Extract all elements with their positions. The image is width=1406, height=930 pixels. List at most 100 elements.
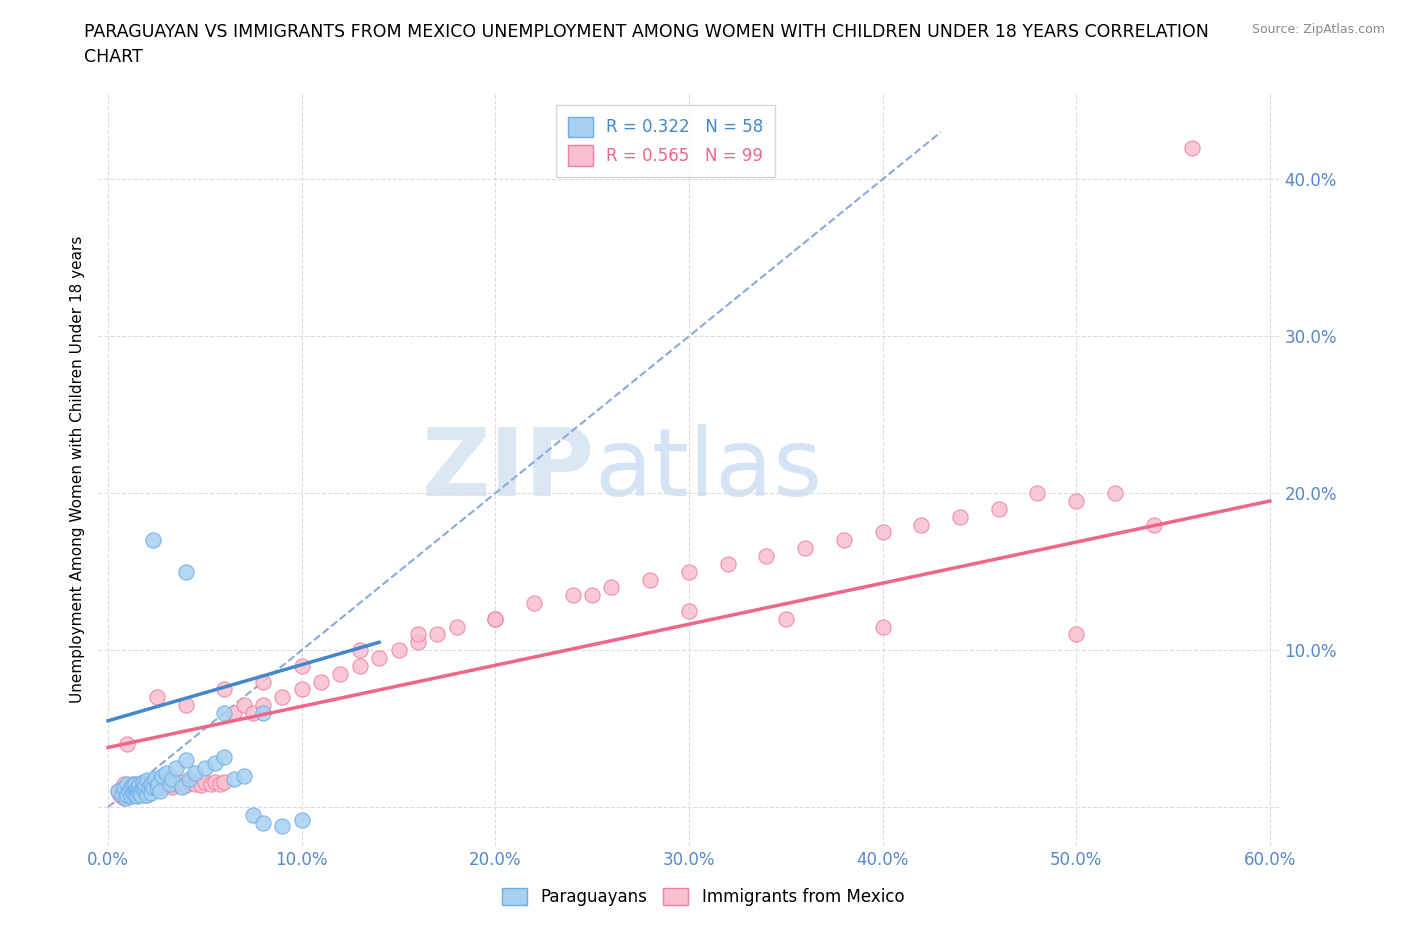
Point <box>118 777 141 792</box>
Point <box>107 784 129 799</box>
Point <box>134 779 156 794</box>
Point <box>127 789 149 804</box>
Point <box>987 501 1010 516</box>
Text: atlas: atlas <box>595 424 823 515</box>
Point <box>112 781 135 796</box>
Text: PARAGUAYAN VS IMMIGRANTS FROM MEXICO UNEMPLOYMENT AMONG WOMEN WITH CHILDREN UNDE: PARAGUAYAN VS IMMIGRANTS FROM MEXICO UNE… <box>84 23 1209 41</box>
Point <box>122 776 145 790</box>
Point <box>446 619 468 634</box>
Point <box>252 816 274 830</box>
Point <box>949 510 972 525</box>
Point <box>138 776 160 790</box>
Point <box>150 779 173 794</box>
Point <box>1104 485 1126 500</box>
Point <box>204 756 226 771</box>
Point <box>291 658 314 673</box>
Point <box>129 776 152 790</box>
Point <box>194 761 217 776</box>
Point <box>209 776 232 790</box>
Point <box>117 737 139 751</box>
Point <box>117 787 139 802</box>
Point <box>145 775 167 790</box>
Point <box>581 588 603 603</box>
Point <box>222 706 245 721</box>
Point <box>165 776 187 790</box>
Point <box>160 779 183 794</box>
Point <box>214 750 236 764</box>
Point <box>134 784 156 799</box>
Point <box>184 776 207 790</box>
Point <box>309 674 332 689</box>
Point <box>128 779 150 794</box>
Point <box>143 779 166 794</box>
Point <box>132 781 155 796</box>
Point <box>872 525 894 540</box>
Point <box>387 643 409 658</box>
Point <box>252 706 274 721</box>
Point <box>124 776 146 790</box>
Point <box>678 565 700 579</box>
Point <box>135 775 157 790</box>
Point <box>170 775 193 790</box>
Point <box>349 643 371 658</box>
Point <box>122 777 145 792</box>
Point <box>368 651 391 666</box>
Point <box>117 776 139 790</box>
Point <box>271 818 294 833</box>
Point <box>112 790 135 805</box>
Point <box>148 781 170 796</box>
Point <box>1142 517 1164 532</box>
Point <box>406 635 429 650</box>
Text: Source: ZipAtlas.com: Source: ZipAtlas.com <box>1251 23 1385 36</box>
Point <box>127 786 149 801</box>
Point <box>910 517 932 532</box>
Point <box>108 787 131 802</box>
Point <box>139 784 162 799</box>
Point <box>112 776 135 790</box>
Point <box>155 765 177 780</box>
Point <box>149 776 172 790</box>
Point <box>1064 627 1087 642</box>
Point <box>127 784 149 799</box>
Point <box>124 782 146 797</box>
Point <box>142 777 165 792</box>
Point <box>128 779 150 794</box>
Point <box>128 787 150 802</box>
Point <box>138 781 160 796</box>
Point <box>832 533 855 548</box>
Point <box>142 779 165 794</box>
Point <box>174 777 197 792</box>
Point <box>174 565 197 579</box>
Point <box>150 768 173 783</box>
Point <box>139 776 162 790</box>
Point <box>114 786 136 801</box>
Point <box>406 627 429 642</box>
Point <box>120 781 142 796</box>
Point <box>794 540 817 555</box>
Point <box>155 775 177 790</box>
Point <box>872 619 894 634</box>
Point <box>214 682 236 697</box>
Point <box>148 776 170 790</box>
Point <box>204 775 226 790</box>
Point <box>135 773 157 788</box>
Point <box>124 787 146 802</box>
Point <box>717 556 740 571</box>
Y-axis label: Unemployment Among Women with Children Under 18 years: Unemployment Among Women with Children U… <box>69 236 84 703</box>
Point <box>170 779 193 794</box>
Point <box>135 784 157 799</box>
Point <box>128 786 150 801</box>
Point <box>484 611 506 626</box>
Point <box>1026 485 1049 500</box>
Point <box>242 807 264 822</box>
Point <box>143 771 166 786</box>
Point <box>117 789 139 804</box>
Point <box>561 588 583 603</box>
Point <box>214 775 236 790</box>
Point <box>271 690 294 705</box>
Point <box>153 777 176 792</box>
Point <box>1181 140 1204 155</box>
Point <box>252 674 274 689</box>
Point <box>118 787 141 802</box>
Point <box>134 777 156 792</box>
